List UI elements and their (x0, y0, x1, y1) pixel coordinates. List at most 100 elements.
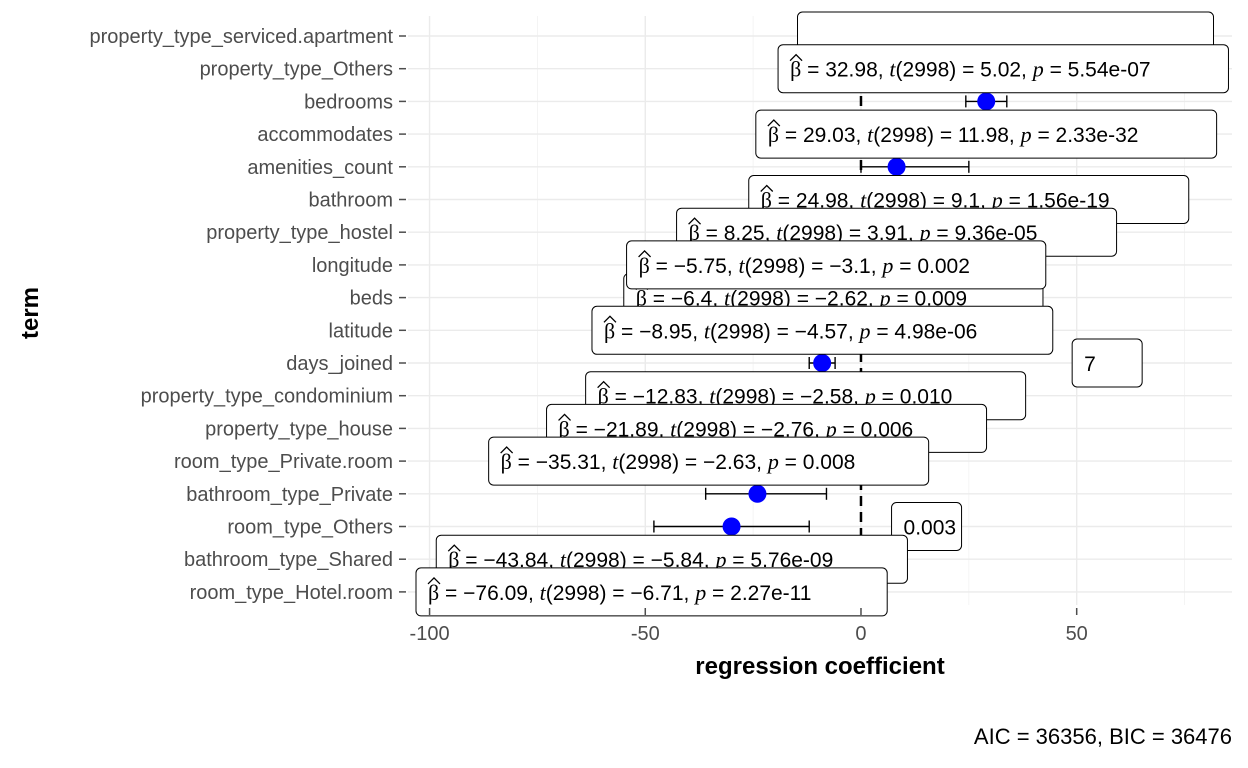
x-axis: -100 -50 0 50 (410, 608, 1088, 645)
estimate-label-part: β (790, 57, 801, 82)
estimate-label-text: β = 29.03, t(2998) = 11.98, p = 2.33e-32 (768, 122, 1139, 147)
estimate-label-part: t (709, 384, 716, 409)
beta-hat-icon (688, 217, 702, 225)
estimate-label-part: t (776, 220, 783, 245)
estimate-label-box (415, 567, 888, 617)
estimate-label-part: (2998) = −2.58, (715, 386, 864, 409)
estimate-label-part: (2998) = 3.91, (782, 222, 919, 245)
estimate-label-part: = 29.03, (779, 124, 867, 147)
beta-hat-icon (767, 119, 781, 127)
estimate-label-part: = −35.31, (512, 451, 612, 474)
estimate-label: 7 (1071, 338, 1143, 388)
estimate-label-part: = 2.33e-32 (1032, 124, 1139, 147)
x-tick-label: -50 (631, 623, 660, 645)
estimate-label-part: β (604, 318, 615, 343)
estimate-label-text: 0.003 (904, 517, 957, 540)
term-label: amenities_count (247, 157, 393, 179)
y-axis-title: term (17, 287, 44, 339)
estimate-label-part: 7 (1084, 353, 1096, 376)
estimate-label-part: p (918, 220, 931, 245)
beta-hat-icon (427, 576, 441, 585)
estimate-label-text: β = −43.84, t(2998) = −5.84, p = 5.76e-0… (448, 547, 833, 572)
estimate-label-text: 7 (1084, 353, 1096, 376)
estimate-label-text: β = −76.09, t(2998) = −6.71, p = 2.27e-1… (428, 580, 811, 605)
estimate-label-text: β = −12.83, t(2998) = −2.58, p = 0.010 (598, 384, 953, 409)
estimate-label-part: t (612, 449, 619, 474)
estimate-label-box (488, 436, 930, 486)
estimate-label-part: (2998) = 11.98, (873, 124, 1020, 147)
estimate-label-part: t (860, 188, 867, 213)
term-label: longitude (312, 255, 393, 277)
estimate-label-part: β (768, 122, 779, 147)
estimate-label-part: t (889, 57, 896, 82)
estimate-label-part: (2998) = −2.63, (618, 451, 767, 474)
term-label: property_type_serviced.apartment (90, 26, 394, 48)
beta-hat-icon (789, 53, 803, 62)
estimate-label-text: β = −6.4, t(2998) = −2.62, p = 0.009 (636, 286, 967, 311)
term-label: property_type_condominium (141, 386, 393, 408)
term-label: bathroom (309, 190, 394, 212)
estimate-label-part: = 0.006 (837, 418, 913, 441)
estimate-label-part: β (501, 449, 512, 474)
estimate-label-part: β (689, 220, 700, 245)
beta-hat-icon (597, 380, 611, 389)
term-label: days_joined (286, 353, 393, 375)
estimate-label-part: p (713, 547, 726, 572)
estimate-label-box (755, 109, 1218, 159)
estimate-label: β = −35.31, t(2998) = −2.63, p = 0.008 (488, 436, 930, 486)
estimate-label-part: β (636, 286, 647, 311)
estimate-label-box (777, 44, 1229, 94)
estimate-label-box (1071, 338, 1143, 388)
estimate-label-part: t (670, 416, 677, 441)
estimate-label-part: p (766, 449, 779, 474)
estimate-label-part: = 0.008 (779, 451, 855, 474)
beta-hat-icon (638, 249, 652, 258)
beta-hat-icon (558, 413, 572, 421)
estimate-label-part: p (1019, 122, 1032, 147)
estimate-label-part: p (824, 416, 837, 441)
estimate-labels: β = 32.98, t(2998) = 5.02, p = 5.54e-07β… (415, 11, 1229, 617)
y-axis: property_type_serviced.apartment property… (90, 26, 406, 604)
estimate-label-part: t (724, 286, 731, 311)
estimate-label-part: β (639, 253, 650, 278)
estimate-label-part: = 8.25, (700, 222, 776, 245)
estimate-label-part: t (540, 580, 547, 605)
estimate-label-part: = −43.84, (459, 549, 559, 572)
estimate-label-text: β = 32.98, t(2998) = 5.02, p = 5.54e-07 (790, 57, 1151, 82)
beta-hat-icon (760, 184, 774, 192)
estimate-label-box (591, 305, 1054, 355)
term-label: property_type_house (205, 418, 393, 440)
estimate-point (748, 484, 767, 503)
estimate-label: β = −76.09, t(2998) = −6.71, p = 2.27e-1… (415, 567, 888, 617)
estimate-label-text: β = −5.75, t(2998) = −3.1, p = 0.002 (639, 253, 970, 278)
estimate-label: β = −5.75, t(2998) = −3.1, p = 0.002 (626, 240, 1047, 290)
estimate-label-part: (2998) = −4.57, (710, 320, 859, 343)
estimate-label-part: p (878, 286, 891, 311)
estimate-label-part: = 2.27e-11 (706, 582, 811, 605)
estimate-label-part: 0.003 (904, 517, 957, 540)
estimate-point (977, 92, 996, 111)
beta-hat-icon (447, 544, 461, 552)
estimate-label-part: p (880, 253, 893, 278)
estimate-label-part: = 24.98, (772, 190, 860, 213)
x-tick-label: -100 (410, 623, 450, 645)
estimate-label-part: = 5.76e-09 (726, 549, 833, 572)
term-label: property_type_hostel (206, 222, 393, 244)
term-label: room_type_Others (227, 517, 393, 539)
estimate-label-part: = 4.98e-06 (871, 320, 978, 343)
estimate-label: β = 29.03, t(2998) = 11.98, p = 2.33e-32 (755, 109, 1218, 159)
estimate-label-part: (2998) = −2.62, (730, 288, 879, 311)
estimate-label-part: = 1.56e-19 (1003, 190, 1110, 213)
estimate-label: 0.003 (891, 502, 963, 551)
estimate-label-part: = 5.54e-07 (1044, 59, 1151, 82)
term-label: bedrooms (304, 91, 393, 113)
estimate-label-part: (2998) = −3.1, (745, 255, 883, 278)
estimate-label-part: = −76.09, (439, 582, 539, 605)
estimate-label-part: = −8.95, (615, 320, 704, 343)
estimate-label-text: β = 24.98, t(2998) = 9.1, p = 1.56e-19 (761, 188, 1110, 213)
estimate-label-part: = −5.75, (650, 255, 739, 278)
estimate-label: β = 32.98, t(2998) = 5.02, p = 5.54e-07 (777, 44, 1229, 94)
x-axis-title: regression coefficient (695, 653, 944, 680)
estimate-label-part: = −6.4, (647, 288, 724, 311)
estimate-label-part: β (559, 416, 570, 441)
